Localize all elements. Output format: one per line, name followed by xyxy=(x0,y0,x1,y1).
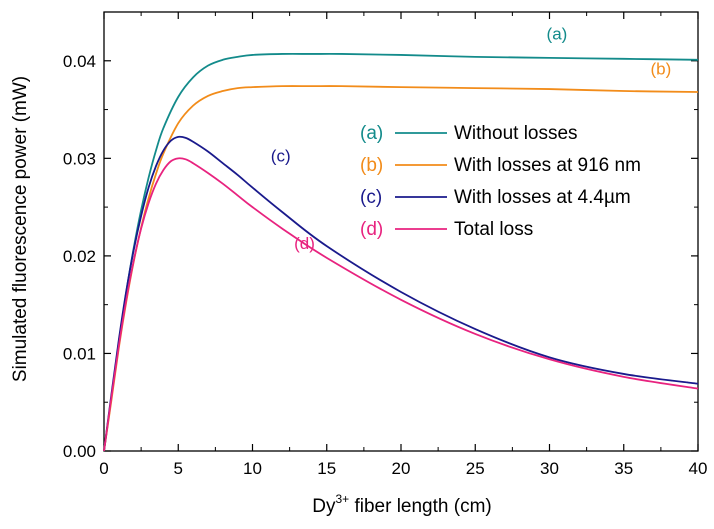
series-layer xyxy=(103,52,699,452)
legend-label-d: Total loss xyxy=(454,219,533,240)
series-line-a xyxy=(103,52,699,452)
x-tick-label: 25 xyxy=(466,459,485,478)
y-tick-label: 0.03 xyxy=(63,149,96,168)
y-tick-label: 0.02 xyxy=(63,247,96,266)
x-axis-title-base: Dy xyxy=(312,496,336,517)
series-line-c xyxy=(103,135,699,452)
x-tick-label: 30 xyxy=(540,459,559,478)
y-tick-label: 0.00 xyxy=(63,442,96,461)
annotation-layer: (a) (b) (c) (d) xyxy=(271,24,671,253)
x-tick-label: 0 xyxy=(99,459,108,478)
y-axis-title: Simulated fluorescence power (mW) xyxy=(10,76,31,382)
curve-annotation-c: (c) xyxy=(271,146,291,165)
y-tick-label: 0.01 xyxy=(63,344,96,363)
series-line-d xyxy=(103,157,699,452)
legend-label-b: With losses at 916 nm xyxy=(454,155,641,176)
x-tick-label: 20 xyxy=(392,459,411,478)
x-tick-label: 5 xyxy=(174,459,183,478)
curve-annotation-a: (a) xyxy=(547,24,568,43)
x-tick-label: 10 xyxy=(243,459,262,478)
x-axis-title: Dy3+ fiber length (cm) xyxy=(312,492,491,517)
legend-label-c: With losses at 4.4µm xyxy=(454,187,631,208)
legend-letter-a: (a) xyxy=(360,123,383,144)
curve-annotation-d: (d) xyxy=(294,234,315,253)
legend: (a) Without losses (b) With losses at 916 n… xyxy=(360,123,641,240)
x-tick-label: 35 xyxy=(614,459,633,478)
legend-letter-d: (d) xyxy=(360,219,383,240)
x-tick-label: 40 xyxy=(689,459,708,478)
x-axis-title-sup: 3+ xyxy=(336,492,350,506)
plot-axes: 0 5 10 15 20 25 30 35 40 0.00 0.01 0.02 0.03 0.04 xyxy=(63,11,708,478)
y-tick-label: 0.04 xyxy=(63,52,96,71)
legend-letter-b: (b) xyxy=(360,155,383,176)
legend-label-a: Without losses xyxy=(454,123,578,144)
legend-letter-c: (c) xyxy=(360,187,382,208)
curve-annotation-b: (b) xyxy=(650,59,671,78)
x-tick-label: 15 xyxy=(317,459,336,478)
x-axis-title-rest: fiber length (cm) xyxy=(349,496,492,517)
